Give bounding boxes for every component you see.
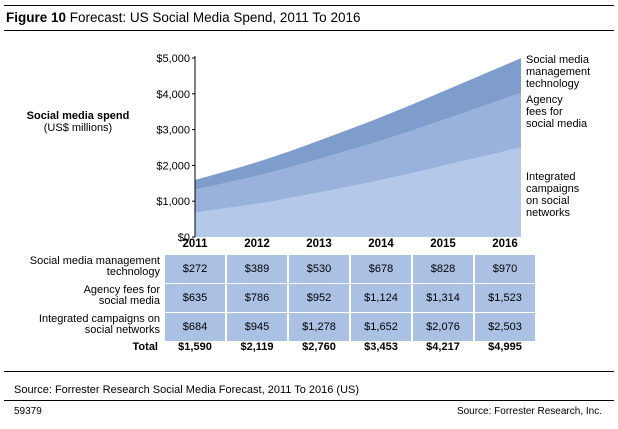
total-value: $2,760 bbox=[302, 341, 336, 353]
x-axis-years: 2011 2012 2013 2014 2015 2016 bbox=[0, 238, 618, 252]
table-cell: $828 bbox=[413, 255, 473, 283]
total-value: $4,217 bbox=[426, 341, 460, 353]
table-cell: $635 bbox=[165, 284, 225, 312]
table-cell: $952 bbox=[289, 284, 349, 312]
table-row-label-line: social networks bbox=[84, 324, 160, 336]
table-cell: $945 bbox=[227, 313, 287, 341]
table-cell: $530 bbox=[289, 255, 349, 283]
legend-line: on social bbox=[526, 195, 570, 207]
area-series-management bbox=[195, 58, 521, 190]
legend-line: campaigns bbox=[526, 183, 580, 195]
table-row: Social media management technology $272 $38… bbox=[0, 255, 618, 285]
x-tick-label: 2015 bbox=[430, 238, 456, 250]
legend-item-agency: Agency fees for social media bbox=[526, 94, 616, 130]
total-value: $2,119 bbox=[240, 341, 274, 353]
legend-line: social media bbox=[526, 118, 588, 130]
table-row-label-line: Integrated campaigns on bbox=[38, 313, 160, 325]
table-cell: $272 bbox=[165, 255, 225, 283]
table-row-label-line: Social media management bbox=[29, 255, 160, 267]
legend-line: Social media bbox=[526, 54, 589, 66]
y-tick-label: $3,000 bbox=[156, 125, 190, 137]
total-label: Total bbox=[132, 341, 158, 353]
area-series-agency bbox=[195, 92, 521, 213]
y-tick-label: $5,000 bbox=[156, 53, 190, 65]
y-axis-label-main: Social media spend bbox=[26, 110, 130, 122]
legend-line: fees for bbox=[526, 106, 563, 118]
y-axis-label-unit: (US$ millions) bbox=[43, 122, 113, 134]
table-row: Integrated campaigns on social networks $6… bbox=[0, 313, 618, 343]
legend-line: management bbox=[526, 66, 591, 78]
legend-item-management: Social media management technology bbox=[526, 54, 616, 90]
table-cell: $1,278 bbox=[289, 313, 349, 341]
total-value: $4,995 bbox=[488, 341, 522, 353]
title-rule bbox=[4, 30, 614, 31]
y-tick-label: $2,000 bbox=[156, 160, 190, 172]
table-row-label-line: technology bbox=[106, 266, 160, 278]
source-note: Source: Forrester Research Social Media … bbox=[14, 384, 360, 396]
y-tick-label: $4,000 bbox=[156, 89, 190, 101]
area-series-integrated bbox=[195, 147, 521, 237]
table-row-label: Agency fees for social media bbox=[2, 285, 160, 307]
table-cell: $1,523 bbox=[475, 284, 535, 312]
table-cell: $1,124 bbox=[351, 284, 411, 312]
table-cell: $1,314 bbox=[413, 284, 473, 312]
x-tick-label: 2012 bbox=[244, 238, 270, 250]
y-tick-label: $1,000 bbox=[156, 196, 190, 208]
legend-line: Agency bbox=[526, 94, 563, 106]
total-row: Total $1,590 $2,119 $2,760 $3,453 $4,217 $4,9… bbox=[0, 341, 618, 357]
y-axis-label: Social media spend (US$ millions) bbox=[18, 110, 138, 134]
figure-label: Figure 10 bbox=[6, 10, 67, 25]
table-cell: $684 bbox=[165, 313, 225, 341]
legend-line: networks bbox=[526, 207, 571, 219]
figure-title: Figure 10 Forecast: US Social Media Spen… bbox=[6, 10, 360, 25]
table-cell: $389 bbox=[227, 255, 287, 283]
total-value: $1,590 bbox=[178, 341, 212, 353]
table-cell: $970 bbox=[475, 255, 535, 283]
source-rule bbox=[4, 371, 614, 372]
table-cell: $786 bbox=[227, 284, 287, 312]
total-value: $3,453 bbox=[364, 341, 398, 353]
legend-line: technology bbox=[526, 78, 580, 90]
top-rule bbox=[4, 5, 614, 6]
bottom-rule bbox=[4, 400, 614, 401]
table-cell: $2,076 bbox=[413, 313, 473, 341]
x-tick-label: 2011 bbox=[182, 238, 208, 250]
table-row-label-line: social media bbox=[98, 295, 160, 307]
table-cell: $1,652 bbox=[351, 313, 411, 341]
figure-title-text: Forecast: US Social Media Spend, 2011 To… bbox=[69, 10, 361, 25]
legend-line: Integrated bbox=[526, 171, 576, 183]
x-tick-label: 2014 bbox=[368, 238, 394, 250]
table-row: Agency fees for social media $635 $786 $952 $… bbox=[0, 284, 618, 314]
y-tick-label: $0 bbox=[178, 232, 190, 244]
x-tick-label: 2016 bbox=[492, 238, 518, 250]
figure-id: 59379 bbox=[14, 406, 42, 417]
legend-item-integrated: Integrated campaigns on social networks bbox=[526, 171, 616, 219]
table-row-label: Integrated campaigns on social networks bbox=[2, 314, 160, 336]
table-row-label-line: Agency fees for bbox=[83, 284, 160, 296]
credit-note: Source: Forrester Research, Inc. bbox=[456, 406, 602, 417]
table-row-label: Social media management technology bbox=[2, 256, 160, 278]
x-tick-label: 2013 bbox=[306, 238, 332, 250]
table-cell: $678 bbox=[351, 255, 411, 283]
table-cell: $2,503 bbox=[475, 313, 535, 341]
